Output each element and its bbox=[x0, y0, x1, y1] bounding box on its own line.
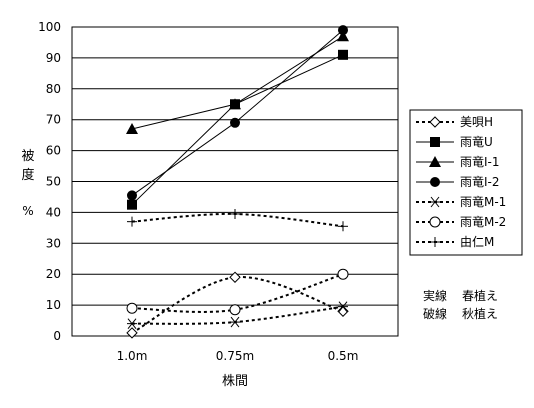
plot-area-frame bbox=[71, 26, 399, 337]
line-style-notes: 実線 春植え 破線 秋植え bbox=[423, 288, 498, 321]
gridlines bbox=[72, 57, 398, 306]
series-line-3 bbox=[131, 35, 344, 130]
legend-item-4: 雨竜I-2 bbox=[416, 175, 500, 189]
legend-label-2: 雨竜U bbox=[460, 135, 493, 149]
point-2-1 bbox=[127, 199, 137, 210]
point-3-3 bbox=[337, 30, 349, 42]
y-tick-label-70: 70 bbox=[46, 113, 61, 127]
point-4-1 bbox=[127, 190, 137, 201]
y-tick-labels: 0 10 20 30 40 50 60 70 80 90 100 bbox=[38, 20, 61, 343]
point-5-1 bbox=[127, 318, 137, 329]
point-7-3 bbox=[338, 221, 348, 232]
point-6-1 bbox=[126, 302, 138, 314]
legend-label-5: 雨竜M-1 bbox=[460, 195, 506, 209]
note-value-spring: 春植え bbox=[462, 288, 498, 303]
note-value-autumn: 秋植え bbox=[462, 306, 498, 321]
legend-label-7: 由仁M bbox=[460, 235, 494, 249]
legend-marker-6 bbox=[429, 216, 441, 228]
legend-marker-5 bbox=[430, 196, 440, 208]
x-tick-label-3: 0.5m bbox=[328, 349, 359, 363]
point-7-1 bbox=[127, 216, 137, 227]
series-1 bbox=[126, 271, 349, 339]
legend-marker-2 bbox=[430, 137, 440, 147]
point-1-1 bbox=[126, 327, 138, 339]
x-tick-labels: 1.0m 0.75m 0.5m bbox=[117, 349, 359, 363]
legend-label-6: 雨竜M-2 bbox=[460, 215, 506, 229]
legend-marker-7 bbox=[430, 237, 440, 247]
y-tick-label-40: 40 bbox=[46, 205, 61, 219]
legend-item-1: 美唄H bbox=[416, 115, 493, 129]
legend-item-7: 由仁M bbox=[416, 235, 494, 249]
y-axis-label-char-2: 度 bbox=[21, 167, 34, 183]
y-tick-label-0: 0 bbox=[53, 329, 61, 343]
series-2 bbox=[127, 49, 348, 210]
series-line-2 bbox=[131, 54, 344, 206]
point-1-3 bbox=[337, 305, 349, 317]
legend-item-3: 雨竜I-1 bbox=[416, 155, 500, 169]
legend-label-4: 雨竜I-2 bbox=[460, 175, 500, 189]
y-tick-label-10: 10 bbox=[46, 298, 61, 312]
y-axis-unit: % bbox=[22, 204, 33, 218]
legend-item-6: 雨竜M-2 bbox=[416, 215, 506, 229]
series-line-7 bbox=[131, 212, 344, 228]
y-tick-label-100: 100 bbox=[38, 20, 61, 34]
series-6 bbox=[126, 268, 349, 316]
legend-marker-3 bbox=[429, 156, 441, 167]
x-tick-label-1: 1.0m bbox=[117, 349, 148, 363]
series-7 bbox=[127, 208, 348, 232]
point-3-1 bbox=[126, 122, 138, 134]
series-3 bbox=[126, 30, 349, 134]
note-key-solid: 実線 bbox=[423, 288, 447, 303]
note-key-dashed: 破線 bbox=[423, 306, 447, 321]
point-2-3 bbox=[338, 49, 348, 60]
series-line-4 bbox=[131, 29, 344, 196]
point-5-3 bbox=[338, 301, 348, 312]
y-axis-label-char-1: 被 bbox=[21, 149, 34, 164]
legend-item-5: 雨竜M-1 bbox=[416, 195, 506, 209]
y-tick-label-60: 60 bbox=[46, 144, 61, 158]
point-6-2 bbox=[229, 304, 241, 316]
point-3-2 bbox=[229, 98, 241, 110]
point-1-2 bbox=[229, 271, 241, 283]
x-axis-label: 株間 bbox=[222, 374, 248, 389]
point-6-3 bbox=[337, 268, 349, 280]
point-5-2 bbox=[230, 316, 240, 328]
y-tick-label-90: 90 bbox=[46, 51, 61, 65]
point-7-2 bbox=[230, 208, 240, 219]
point-4-2 bbox=[230, 117, 240, 128]
y-tick-label-30: 30 bbox=[46, 236, 61, 250]
y-tick-label-80: 80 bbox=[46, 82, 61, 96]
legend-item-2: 雨竜U bbox=[416, 135, 493, 149]
y-tick-label-50: 50 bbox=[46, 175, 61, 189]
y-tick-label-20: 20 bbox=[46, 267, 61, 281]
legend-label-3: 雨竜I-1 bbox=[460, 155, 500, 169]
x-tick-label-2: 0.75m bbox=[216, 349, 254, 363]
legend-marker-4 bbox=[430, 177, 440, 187]
legend-label-1: 美唄H bbox=[460, 115, 493, 129]
point-4-3 bbox=[338, 25, 348, 36]
series-4 bbox=[127, 25, 348, 201]
series-5 bbox=[127, 301, 348, 329]
legend-marker-1 bbox=[429, 116, 441, 128]
legend: 美唄H 雨竜U 雨竜I-1 雨竜I-2 雨竜M-1 雨竜M-2 由仁M bbox=[416, 115, 506, 249]
series-lines bbox=[126, 25, 349, 339]
